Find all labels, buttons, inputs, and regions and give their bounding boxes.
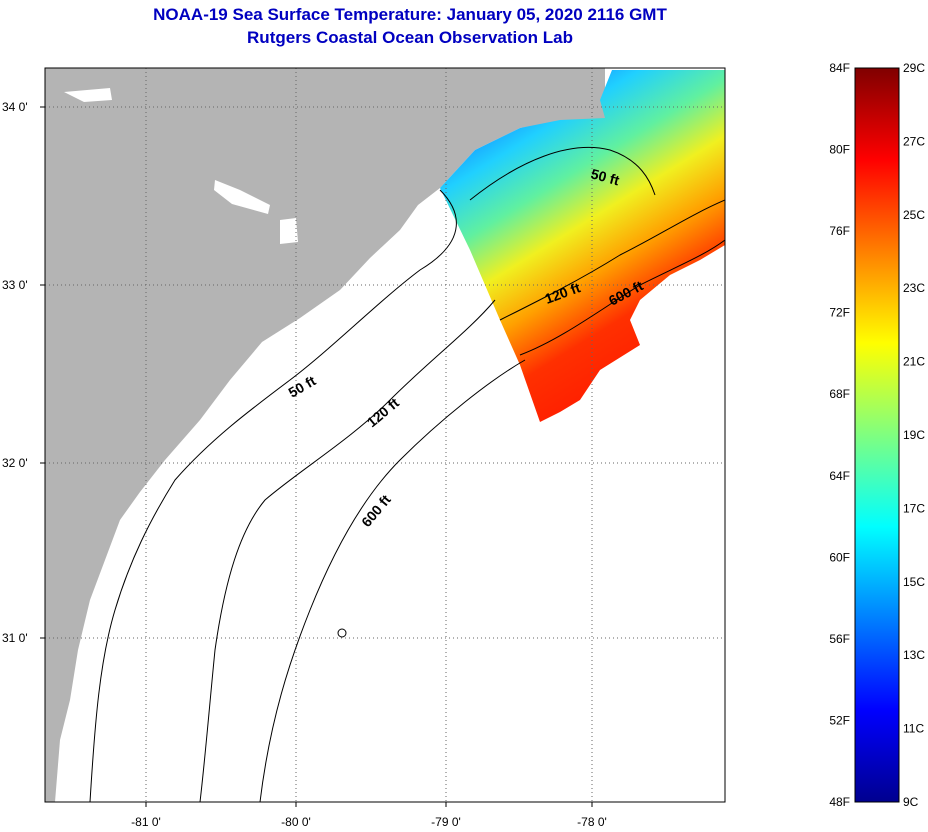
colorbar-c-label: 17C (903, 501, 925, 515)
lake (64, 88, 112, 102)
colorbar-fahrenheit-scale: 84F 80F 76F 72F 68F 64F 60F 56F 52F 48F (829, 61, 850, 809)
colorbar-f-label: 52F (829, 713, 850, 727)
lon-label: -81 0' (131, 815, 161, 829)
colorbar-c-label: 13C (903, 648, 925, 662)
colorbar-c-label: 19C (903, 428, 925, 442)
lake (280, 218, 298, 244)
colorbar-f-label: 72F (829, 306, 850, 320)
lat-label: 34 0' (2, 100, 28, 114)
colorbar (854, 67, 900, 803)
colorbar-c-label: 27C (903, 134, 925, 148)
colorbar-c-label: 25C (903, 208, 925, 222)
colorbar-f-label: 68F (829, 387, 850, 401)
sst-swath (440, 70, 725, 422)
colorbar-f-label: 80F (829, 143, 850, 157)
colorbar-c-label: 15C (903, 575, 925, 589)
contour-120ft (199, 299, 496, 802)
lon-label: -78 0' (577, 815, 607, 829)
colorbar-f-label: 64F (829, 469, 850, 483)
contour-50ft-offshore (469, 146, 656, 201)
contour-600ft (259, 359, 526, 802)
colorbar-f-label: 60F (829, 550, 850, 564)
colorbar-f-label: 76F (829, 224, 850, 238)
contour-label-50ft-offshore: 50 ft (589, 165, 621, 188)
colorbar-c-label: 29C (903, 61, 925, 75)
lon-label: -80 0' (281, 815, 311, 829)
seamount-contour (337, 628, 347, 638)
map-frame (44, 67, 726, 803)
land-mass (45, 68, 605, 802)
colorbar-c-label: 9C (903, 795, 919, 809)
contour-50ft (89, 189, 457, 802)
colorbar-f-label: 48F (829, 795, 850, 809)
contour-120ft-offshore (499, 199, 725, 321)
lake (214, 180, 270, 214)
lat-label: 33 0' (2, 278, 28, 292)
colorbar-f-label: 84F (829, 61, 850, 75)
lat-label: 32 0' (2, 456, 28, 470)
map-title: NOAA-19 Sea Surface Temperature: January… (153, 5, 667, 24)
colorbar-f-label: 56F (829, 632, 850, 646)
graticule (45, 68, 725, 802)
colorbar-c-label: 21C (903, 355, 925, 369)
frame-ticks (40, 106, 593, 807)
contour-600ft-offshore (519, 239, 725, 356)
map-subtitle: Rutgers Coastal Ocean Observation Lab (247, 28, 573, 47)
colorbar-celsius-scale: 29C 27C 25C 23C 21C 19C 17C 15C 13C 11C 9C (903, 61, 925, 809)
colorbar-c-label: 23C (903, 281, 925, 295)
colorbar-c-label: 11C (903, 722, 924, 736)
lon-label: -79 0' (431, 815, 461, 829)
lat-label: 31 0' (2, 631, 28, 645)
